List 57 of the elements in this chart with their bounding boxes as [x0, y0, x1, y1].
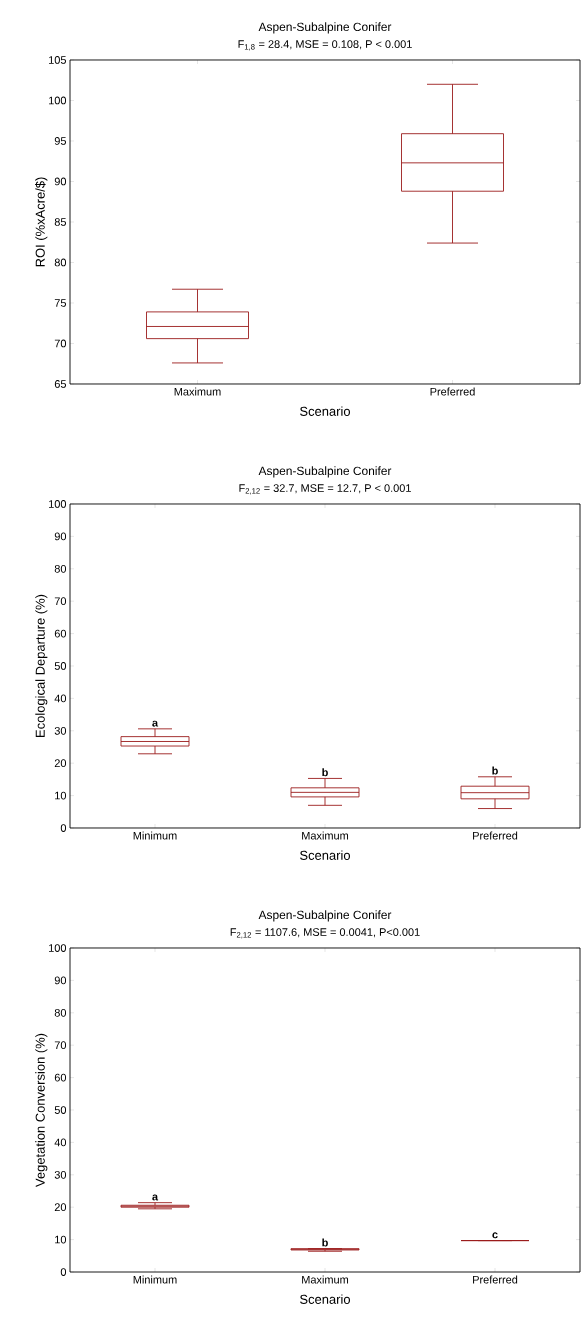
chart-title: Aspen-Subalpine Conifer: [258, 910, 392, 922]
y-tick-label: 60: [54, 629, 67, 638]
y-tick-label: 100: [49, 500, 67, 508]
x-tick-label: Maximum: [174, 387, 221, 396]
y-tick-label: 65: [54, 380, 67, 388]
chart-subtitle: F$_{2,12}$ = 32.7, MSE = 12.7, P < 0.001: [239, 484, 411, 495]
y-tick-label: 70: [54, 597, 67, 606]
y-tick-label: 100: [49, 944, 67, 952]
y-tick-label: 60: [54, 1073, 67, 1082]
y-tick-label: 100: [49, 96, 67, 105]
chart-title: Aspen-Subalpine Conifer: [258, 466, 392, 478]
annotation: c: [492, 1232, 498, 1239]
y-tick-label: 30: [54, 726, 67, 735]
y-tick-label: 10: [55, 1235, 67, 1244]
y-axis-title: ROI (%xAcre/$): [35, 177, 48, 267]
y-tick-label: 85: [54, 218, 67, 226]
y-axis-title: Vegetation Conversion (%): [35, 1033, 48, 1187]
x-tick-label: Maximum: [302, 831, 349, 840]
y-tick-label: 70: [54, 1041, 67, 1050]
y-tick-label: 40: [54, 1138, 67, 1147]
y-tick-label: 0: [60, 1268, 67, 1276]
y-tick-label: 90: [54, 976, 67, 985]
x-tick-label: Preferred: [473, 831, 518, 840]
y-tick-label: 30: [54, 1170, 67, 1179]
annotation: b: [492, 766, 498, 775]
y-tick-label: 95: [54, 137, 67, 145]
y-tick-label: 10: [55, 791, 67, 800]
y-tick-label: 70: [54, 339, 67, 348]
annotation: b: [322, 768, 328, 777]
chart-subtitle: F$_{2,12}$ = 1107.6, MSE = 0.0041, P<0.001: [230, 928, 420, 939]
y-tick-label: 50: [54, 662, 67, 670]
y-tick-label: 75: [54, 299, 67, 307]
y-tick-label: 0: [60, 824, 67, 832]
x-tick-label: Maximum: [302, 1275, 349, 1284]
y-tick-label: 80: [54, 1008, 67, 1017]
annotation: a: [152, 1194, 159, 1201]
y-tick-label: 20: [54, 759, 67, 768]
y-tick-label: 20: [54, 1203, 67, 1212]
y-tick-label: 50: [54, 1106, 67, 1114]
chart-subtitle: F$_{1,8}$ = 28.4, MSE = 0.108, P < 0.001: [238, 40, 412, 51]
x-tick-label: Preferred: [430, 387, 475, 396]
y-tick-label: 40: [54, 694, 67, 703]
y-axis-title: Ecological Departure (%): [35, 594, 48, 737]
x-axis-title: Scenario: [300, 1294, 351, 1304]
annotation: a: [152, 720, 159, 727]
x-tick-label: Preferred: [473, 1275, 518, 1284]
chart-title: Aspen-Subalpine Conifer: [258, 22, 392, 34]
x-axis-title: Scenario: [300, 406, 351, 416]
annotation: b: [322, 1238, 328, 1247]
y-tick-label: 80: [54, 564, 67, 573]
y-tick-label: 105: [49, 56, 67, 64]
x-tick-label: Minimum: [133, 1275, 177, 1284]
x-tick-label: Minimum: [133, 831, 177, 840]
x-axis-title: Scenario: [300, 850, 351, 860]
y-tick-label: 80: [54, 258, 67, 267]
y-tick-label: 90: [54, 177, 67, 186]
y-tick-label: 90: [54, 532, 67, 541]
